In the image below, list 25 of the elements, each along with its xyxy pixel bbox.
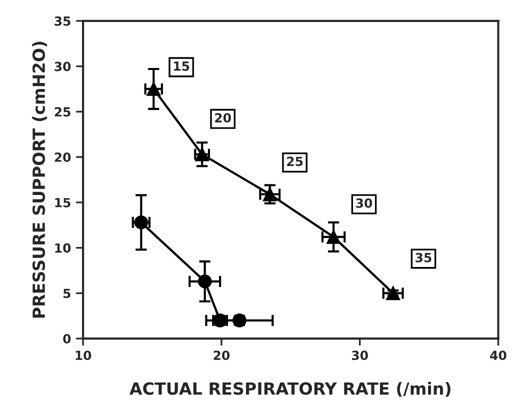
y-axis-title: PRESSURE SUPPORT (cmH2O) (32, 42, 48, 318)
annotation: 25 (287, 156, 303, 166)
x-tick-label: 10 (76, 350, 92, 360)
y-tick-label: 25 (54, 107, 70, 117)
y-tick-label: 20 (54, 152, 71, 162)
y-tick-label: 0 (63, 334, 71, 344)
y-tick-label: 30 (54, 62, 71, 72)
y-tick-label: 5 (64, 288, 70, 298)
x-tick-label: 30 (352, 350, 368, 360)
x-tick-label: 20 (214, 350, 230, 360)
annotation: 30 (356, 198, 372, 208)
point (386, 286, 400, 300)
x-axis-title: ACTUAL RESPIRATORY RATE (/min) (129, 382, 450, 397)
y-tick-label: 10 (55, 243, 71, 253)
annotation: 35 (416, 252, 432, 262)
y-tick-label: 15 (55, 198, 70, 208)
point (146, 82, 161, 96)
point (198, 274, 212, 288)
point (262, 187, 277, 202)
y-tick-label: 35 (54, 16, 70, 26)
annotation: 20 (215, 113, 231, 123)
annotation: 15 (174, 62, 190, 71)
point (326, 230, 340, 244)
x-tick-label: 40 (490, 350, 506, 360)
point (134, 215, 148, 230)
